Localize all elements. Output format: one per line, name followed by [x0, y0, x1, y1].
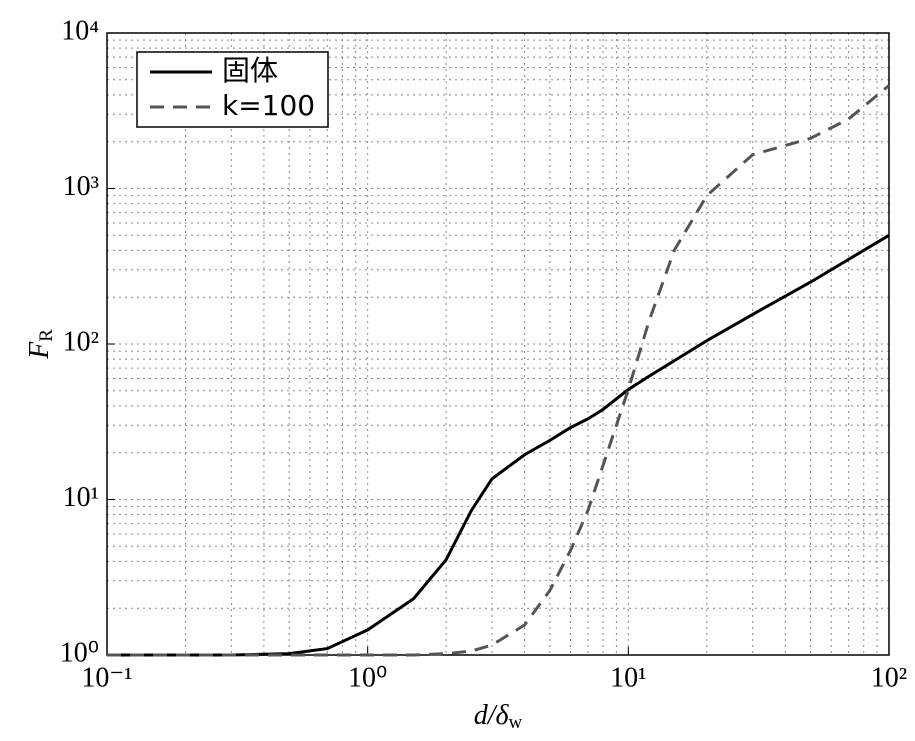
y-tick-label: 10⁰ [60, 637, 99, 668]
x-tick-label: 10⁰ [348, 662, 387, 693]
y-label-main: F [24, 341, 55, 360]
y-axis-label: FR [24, 329, 57, 360]
x-tick-label: 10² [871, 662, 907, 693]
line-series [107, 234, 890, 657]
y-tick-label: 10¹ [63, 482, 99, 513]
line-series [107, 84, 890, 657]
y-tick-label: 10² [63, 326, 99, 357]
x-axis-label: d/δw [474, 700, 523, 733]
y-label-sub: R [36, 329, 57, 342]
legend-label: k=100 [222, 89, 315, 122]
x-label-main: d/δ [474, 700, 510, 731]
y-tick-label: 10³ [63, 171, 99, 202]
y-tick-label: 10⁴ [61, 15, 99, 46]
plot-frame [106, 32, 890, 656]
x-label-sub: w [509, 712, 523, 733]
legend-label: 固体 [222, 54, 278, 87]
legend-box [136, 51, 329, 128]
x-tick-label: 10¹ [610, 662, 646, 693]
x-tick-label: 10⁻¹ [81, 662, 132, 693]
